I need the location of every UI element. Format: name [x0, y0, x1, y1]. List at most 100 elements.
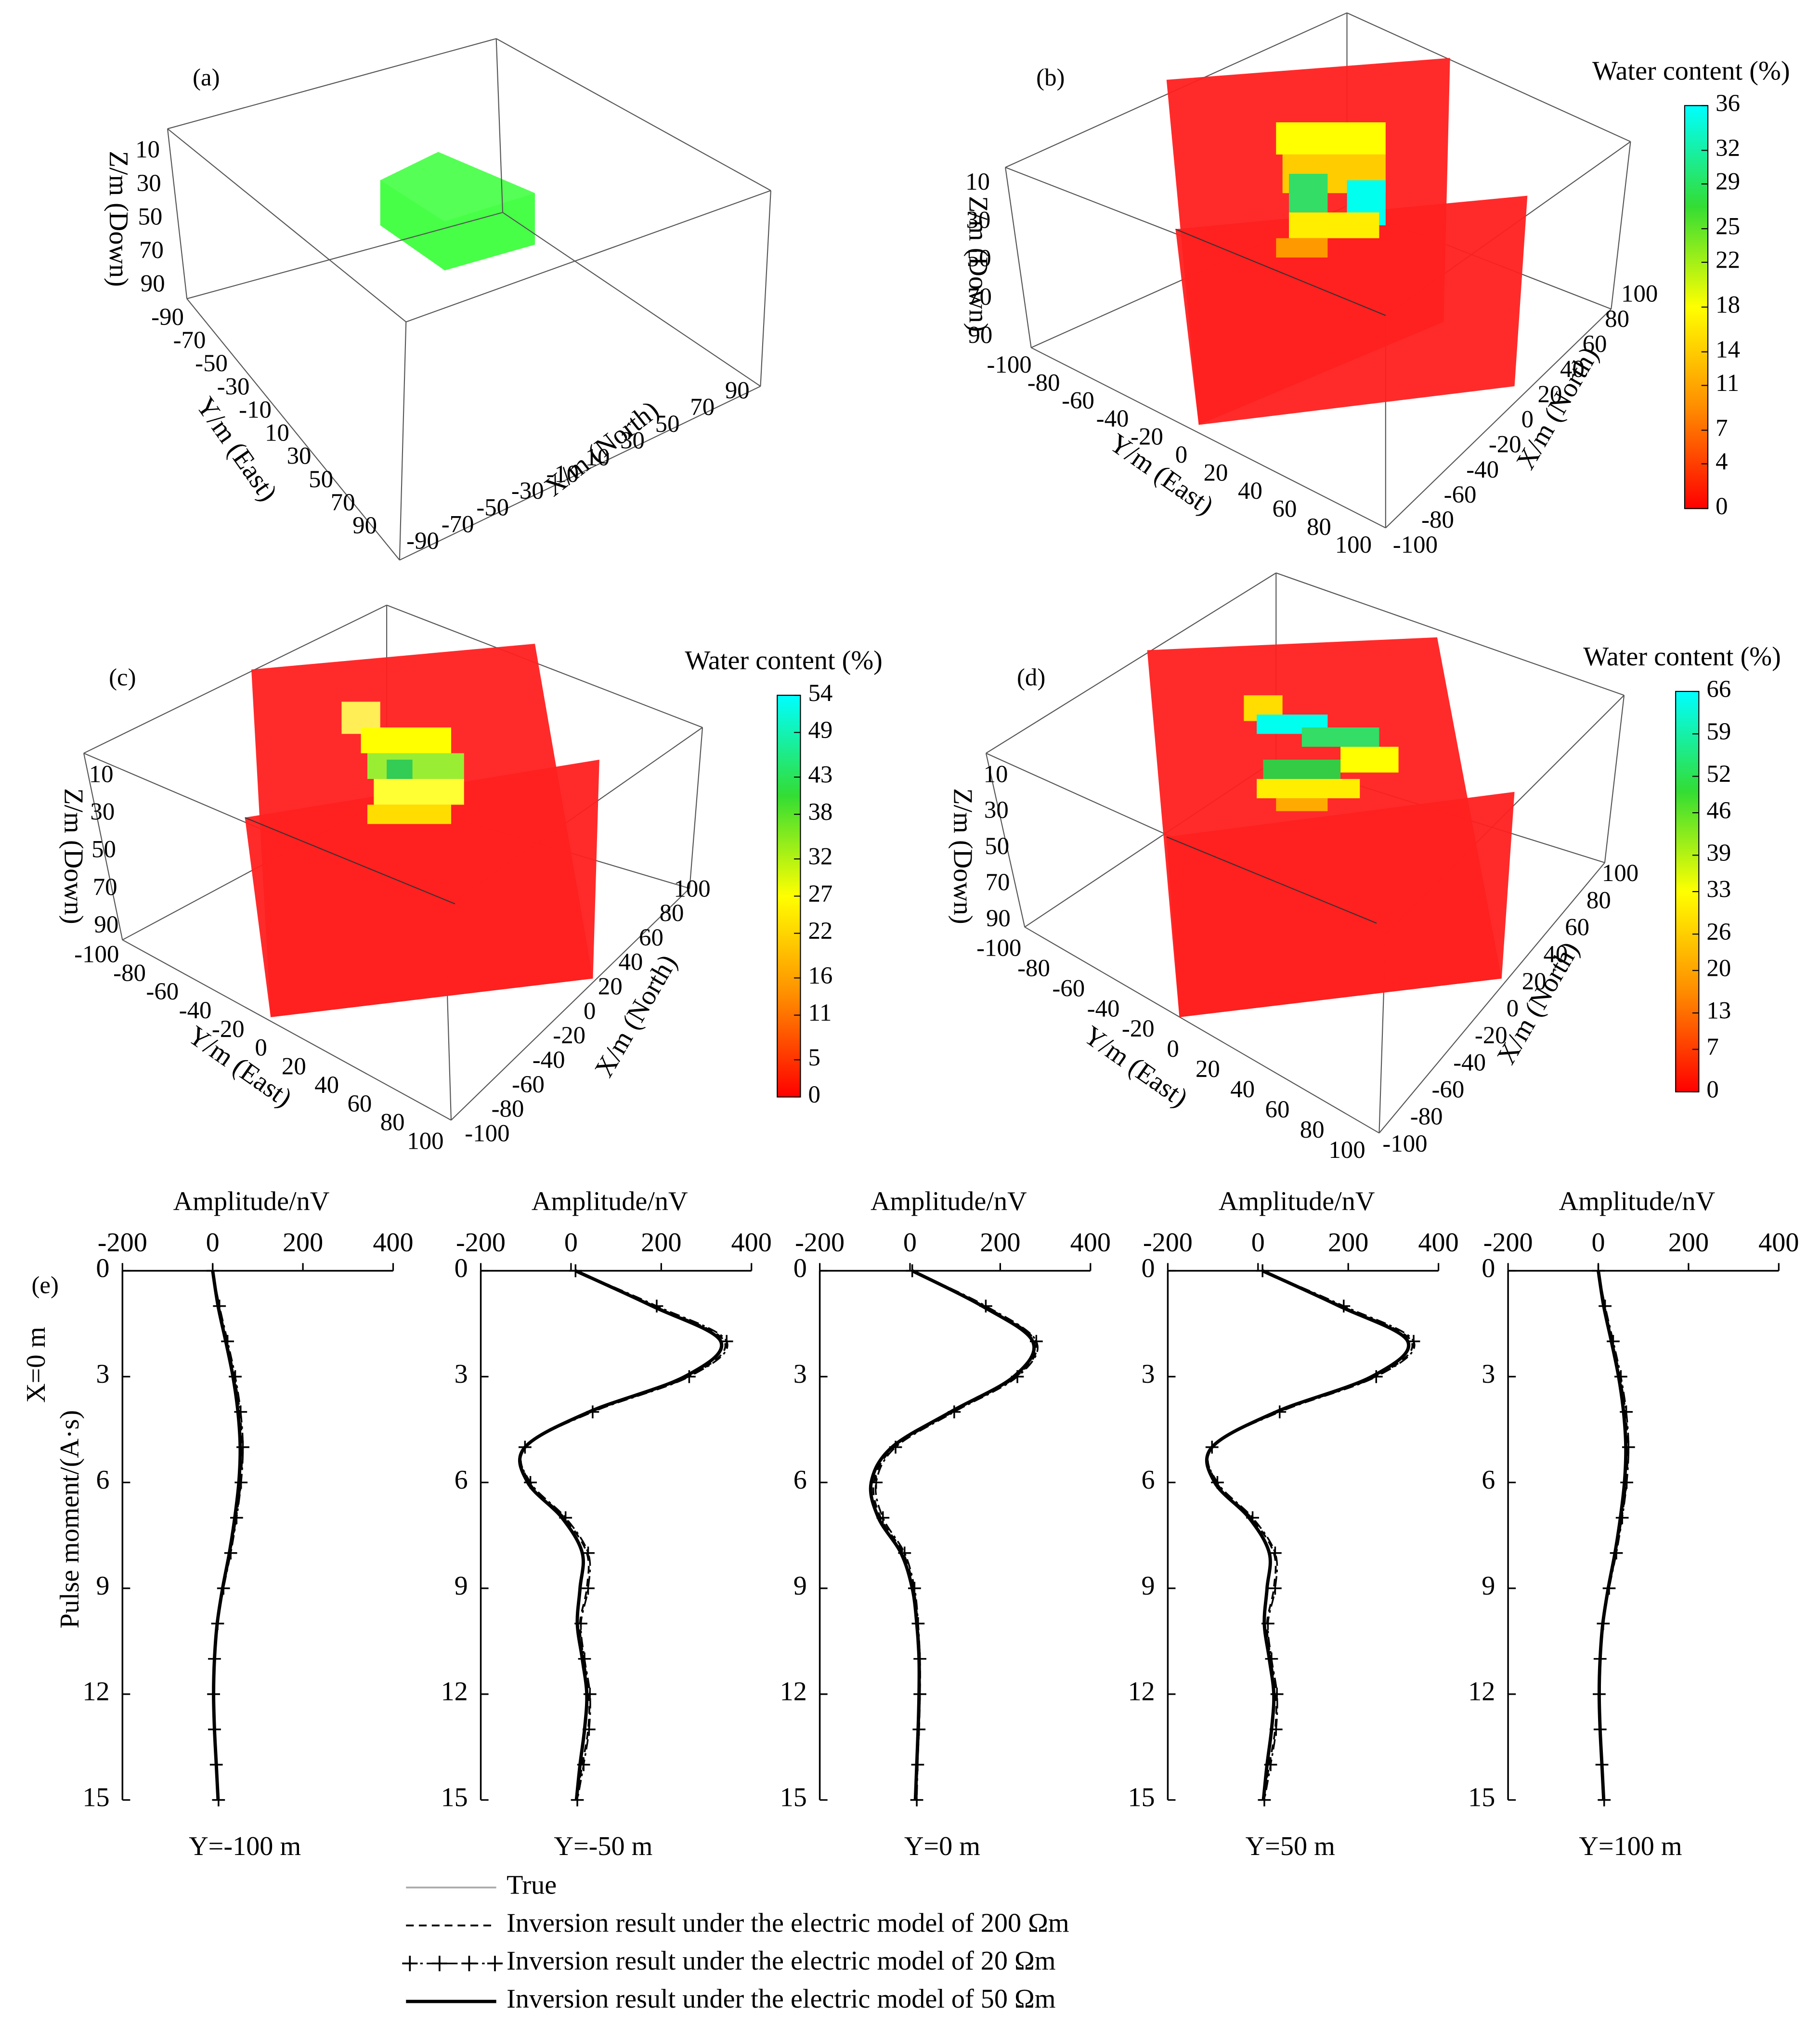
pulse-tick-label: 0: [455, 1253, 468, 1283]
z-tick-label: 90: [986, 905, 1011, 932]
x-tick-label: 40: [618, 948, 643, 975]
series-line: [518, 1269, 724, 1801]
pulse-tick-label: 9: [793, 1571, 807, 1601]
pulse-tick-label: 12: [1128, 1677, 1155, 1707]
pulse-tick-label: 3: [1482, 1359, 1495, 1389]
pulse-tick-label: 0: [1142, 1253, 1155, 1283]
x-tick-label: 20: [1522, 968, 1547, 995]
legend-label: Inversion result under the electric mode…: [507, 1984, 1055, 2014]
pulse-tick-label: 0: [793, 1253, 807, 1283]
y-tick-label: 0: [1167, 1035, 1179, 1062]
plus-marker: [1620, 1476, 1633, 1489]
z-tick-label: 10: [965, 168, 990, 195]
colorbar-tick-label: 14: [1716, 336, 1740, 363]
z-tick-label: 90: [94, 911, 118, 938]
z-tick-label: 70: [967, 283, 992, 310]
y-tick-label: -60: [1062, 387, 1094, 414]
z-tick-label: 90: [141, 270, 165, 297]
amplitude-tick-label: -200: [795, 1228, 845, 1258]
colorbar-tick-label: 25: [1716, 213, 1740, 240]
box-edge: [1024, 926, 1379, 1134]
slice-intersection: [1175, 229, 1386, 316]
series-line: [520, 1270, 722, 1800]
series-line: [1207, 1270, 1409, 1800]
x-tick-label: -50: [476, 494, 509, 521]
y-tick-label: -80: [1027, 369, 1060, 396]
red-slice: [1175, 195, 1528, 425]
box-edge: [186, 212, 503, 299]
pulse-tick-label: 6: [455, 1465, 468, 1495]
pulse-tick-label: 12: [441, 1677, 468, 1707]
x-tick-label: 100: [674, 875, 710, 902]
y-tick-label: 60: [347, 1090, 372, 1117]
y-tick-label: 40: [1238, 477, 1262, 504]
box-edge: [986, 572, 1276, 754]
box-edge: [1347, 12, 1631, 143]
y-tick-label: -80: [1017, 954, 1050, 981]
colorbar-tick-label: 29: [1716, 168, 1740, 195]
y-tick-label: -20: [212, 1015, 245, 1042]
pulse-tick-label: 6: [96, 1465, 109, 1495]
plus-marker: [1622, 1440, 1635, 1454]
z-tick-label: 30: [137, 169, 161, 196]
series-line: [869, 1269, 1036, 1800]
box-edge: [399, 322, 407, 560]
z-tick-label: 50: [967, 245, 991, 272]
x-tick-label: 0: [584, 997, 596, 1024]
x-tick-label: 80: [1586, 886, 1611, 913]
box-edge: [689, 727, 703, 889]
colorbar-tick-label: 38: [808, 798, 833, 825]
x-tick-label: 60: [639, 924, 663, 951]
x-tick-label: -20: [1475, 1022, 1508, 1049]
x-axis-label: Amplitude/nV: [871, 1186, 1027, 1216]
y-tick-label: 100: [1335, 531, 1372, 558]
x-tick-label: -10: [546, 460, 579, 487]
box-edge: [496, 38, 771, 191]
x-tick-label: -70: [442, 510, 474, 537]
z-tick-label: 10: [984, 760, 1008, 787]
caption: Y=0 m: [904, 1831, 980, 1861]
legend-marker: [431, 1956, 447, 1972]
colorbar-tick-label: 16: [808, 962, 833, 989]
box-edge: [1031, 347, 1386, 529]
axis-title: Z/m (Down): [963, 196, 993, 332]
water-patch: [367, 804, 451, 824]
amplitude-tick-label: -200: [1483, 1228, 1533, 1258]
y-tick-label: -20: [1131, 423, 1163, 450]
amplitude-tick-label: 200: [283, 1228, 323, 1258]
amplitude-tick-label: 0: [1251, 1228, 1265, 1258]
x-axis-label: Amplitude/nV: [532, 1186, 688, 1216]
series-line: [520, 1270, 727, 1800]
z-tick-label: 10: [135, 136, 160, 163]
colorbar-tick-label: 32: [808, 843, 833, 870]
pulse-tick-label: 15: [441, 1783, 468, 1813]
x-tick-label: 70: [690, 393, 715, 420]
y-tick-label: -70: [173, 326, 206, 353]
amplitude-tick-label: 0: [564, 1228, 578, 1258]
water-patch: [1257, 778, 1360, 799]
colorbar-tick-label: 4: [1716, 448, 1728, 475]
colorbar-tick-label: 33: [1706, 876, 1731, 903]
plus-marker: [1269, 1582, 1282, 1595]
box-edge: [399, 386, 761, 561]
pulse-tick-label: 9: [455, 1571, 468, 1601]
pulse-tick-label: 3: [96, 1359, 109, 1389]
colorbar-tick-label: 0: [808, 1081, 820, 1108]
colorbar-tick-label: 66: [1706, 675, 1731, 702]
x-axis-label: Amplitude/nV: [173, 1186, 330, 1216]
box-edge: [122, 939, 452, 1121]
colorbar-tick-label: 7: [1706, 1033, 1718, 1060]
axis-title: X/m (North): [539, 395, 664, 503]
series-line: [870, 1270, 1034, 1800]
x-tick-label: 20: [1537, 380, 1562, 407]
x-tick-label: -80: [1421, 506, 1454, 533]
panel-label: (a): [193, 64, 220, 91]
water-patch: [1289, 212, 1379, 238]
legend-label: Inversion result under the electric mode…: [507, 1908, 1069, 1938]
axis-title: Z/m (Down): [948, 788, 978, 924]
box-edge: [1275, 572, 1625, 696]
y-tick-label: 60: [1273, 495, 1297, 522]
amplitude-tick-label: -200: [1143, 1228, 1193, 1258]
x-tick-label: 90: [725, 376, 750, 403]
x-tick-label: -60: [1444, 481, 1477, 508]
